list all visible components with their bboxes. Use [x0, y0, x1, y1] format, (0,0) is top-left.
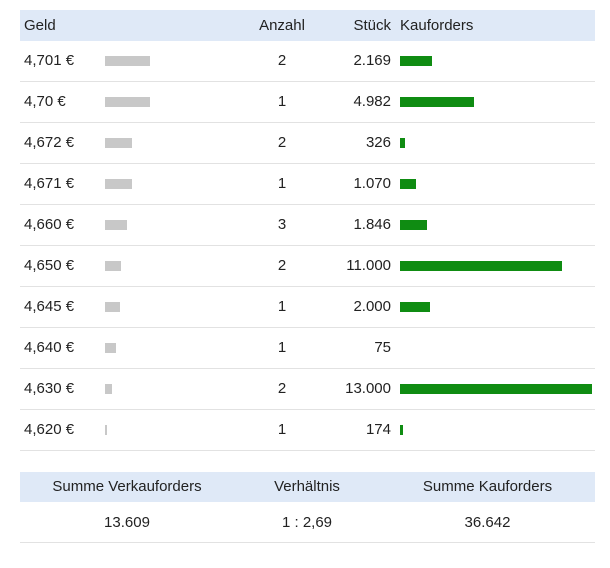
- row-price: 4,701 €: [24, 52, 75, 69]
- header-anzahl: Anzahl: [259, 17, 305, 34]
- row-price: 4,650 €: [24, 257, 75, 274]
- row-stueck: 1.070: [353, 175, 391, 192]
- row-price: 4,620 €: [24, 421, 75, 438]
- row-anzahl: 2: [277, 52, 287, 69]
- summary-value-verhaeltnis: 1 : 2,69: [281, 514, 333, 531]
- geld-volume-bar: [105, 425, 107, 435]
- header-stueck: Stück: [353, 17, 391, 34]
- table-row: 4,672 € 2 326: [20, 123, 595, 164]
- kauforders-bar: [400, 425, 403, 435]
- summary-header-kauforders: Summe Kauforders: [422, 478, 553, 495]
- geld-volume-bar: [105, 220, 128, 230]
- kauforders-bar: [400, 138, 405, 148]
- kauforders-bar: [400, 220, 428, 230]
- table-row: 4,671 € 1 1.070: [20, 164, 595, 205]
- row-anzahl: 2: [277, 257, 287, 274]
- row-price: 4,660 €: [24, 216, 75, 233]
- row-stueck: 174: [365, 421, 391, 438]
- row-anzahl: 2: [277, 134, 287, 151]
- summary-value-kauforders: 36.642: [464, 514, 511, 531]
- table-row: 4,630 € 2 13.000: [20, 369, 595, 410]
- kauforders-bar: [400, 179, 416, 189]
- table-row: 4,620 € 1 174: [20, 410, 595, 451]
- geld-volume-bar: [105, 179, 133, 189]
- row-stueck: 2.169: [353, 52, 391, 69]
- row-anzahl: 3: [277, 216, 287, 233]
- kauforders-bar: [400, 384, 592, 394]
- kauforders-bar: [400, 97, 474, 107]
- geld-volume-bar: [105, 56, 150, 66]
- row-stueck: 75: [374, 339, 391, 356]
- kauforders-bar: [400, 56, 433, 66]
- row-anzahl: 1: [277, 339, 287, 356]
- summary-table: Summe Verkauforders Verhältnis Summe Kau…: [20, 472, 595, 543]
- row-stueck: 1.846: [353, 216, 391, 233]
- row-stueck: 4.982: [353, 93, 391, 110]
- table-row: 4,645 € 1 2.000: [20, 287, 595, 328]
- row-anzahl: 1: [277, 175, 287, 192]
- row-price: 4,640 €: [24, 339, 75, 356]
- orderbook-body: 4,701 €2 2.169 4,70 €1 4.982 4,672 €2 326 4,67…: [20, 41, 595, 451]
- table-row: 4,660 € 3 1.846: [20, 205, 595, 246]
- geld-volume-bar: [105, 302, 120, 312]
- table-row: 4,650 € 2 11.000: [20, 246, 595, 287]
- row-price: 4,630 €: [24, 380, 75, 397]
- geld-volume-bar: [105, 261, 122, 271]
- row-stueck: 2.000: [353, 298, 391, 315]
- table-row: 4,70 € 1 4.982: [20, 82, 595, 123]
- summary-values: 13.609 1 : 2,69 36.642: [20, 502, 595, 543]
- geld-volume-bar: [105, 97, 150, 107]
- summary-value-verkauforders: 13.609: [104, 514, 150, 531]
- summary-header: Summe Verkauforders Verhältnis Summe Kau…: [20, 472, 595, 502]
- geld-volume-bar: [105, 343, 116, 353]
- row-stueck: 326: [365, 134, 391, 151]
- kauforders-bar: [400, 302, 430, 312]
- geld-volume-bar: [105, 384, 112, 394]
- row-anzahl: 1: [277, 421, 287, 438]
- geld-volume-bar: [105, 138, 133, 148]
- orderbook-header: Geld Anzahl Stück Kauforders: [20, 10, 595, 41]
- row-price: 4,672 €: [24, 134, 75, 151]
- kauforders-bar: [400, 261, 563, 271]
- row-price: 4,70 €: [24, 93, 66, 110]
- row-anzahl: 1: [277, 298, 287, 315]
- row-stueck: 13.000: [345, 380, 391, 397]
- row-anzahl: 1: [277, 93, 287, 110]
- row-price: 4,671 €: [24, 175, 75, 192]
- table-row: 4,701 € 2 2.169: [20, 41, 595, 82]
- orderbook-table: Geld Anzahl Stück Kauforders 4,701 € 2 2.1…: [20, 10, 595, 451]
- header-geld: Geld: [24, 17, 56, 34]
- row-anzahl: 2: [277, 380, 287, 397]
- table-row: 4,640 € 1 75: [20, 328, 595, 369]
- header-kauforders: Kauforders: [400, 17, 474, 34]
- row-stueck: 11.000: [346, 257, 391, 274]
- summary-header-verhaeltnis: Verhältnis: [274, 478, 340, 495]
- summary-header-verkauforders: Summe Verkauforders: [52, 478, 202, 495]
- row-price: 4,645 €: [24, 298, 75, 315]
